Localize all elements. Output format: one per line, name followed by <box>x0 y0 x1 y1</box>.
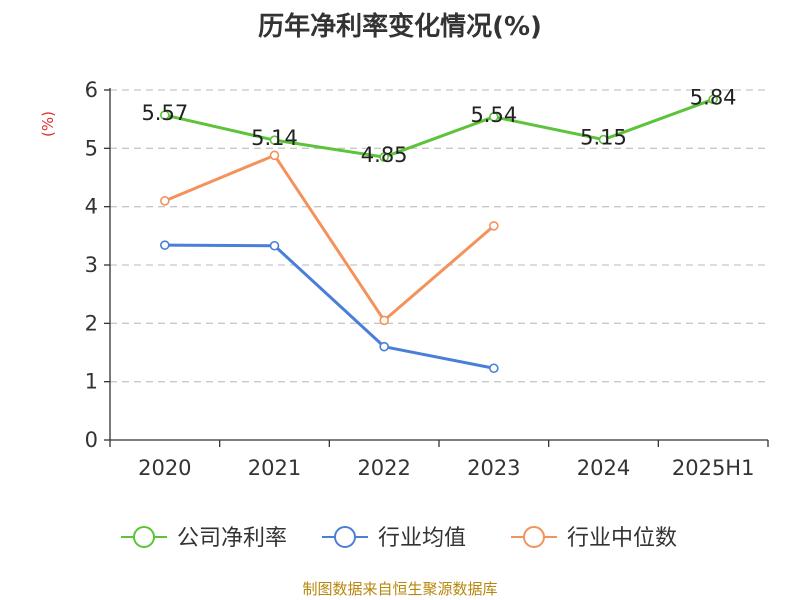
data-labels: 5.57 5.14 4.85 5.54 5.15 5.84 <box>141 85 736 167</box>
legend-swatch-marker <box>523 526 545 548</box>
data-point <box>489 363 499 374</box>
data-label: 5.57 <box>141 101 188 125</box>
data-point <box>269 150 280 161</box>
legend-label: 公司净利率 <box>177 526 287 551</box>
y-tick-label: 4 <box>85 195 98 219</box>
x-tick-label-2025H1: 2025H1 <box>672 456 755 480</box>
data-point <box>379 315 389 326</box>
x-tick-label-2023: 2023 <box>467 456 520 480</box>
data-point <box>598 134 609 145</box>
x-tick-label-2024: 2024 <box>577 456 630 480</box>
data-point <box>489 112 499 122</box>
data-point <box>379 152 389 162</box>
y-tick-label: 6 <box>85 78 98 102</box>
x-tick-label-2021: 2021 <box>248 456 301 480</box>
data-label: 5.14 <box>251 126 298 150</box>
y-axis-label: (%) <box>39 111 57 137</box>
legend-swatch-marker <box>334 526 356 548</box>
series-line-1 <box>164 243 495 370</box>
legend-item-0: 公司净利率 <box>121 526 287 551</box>
axes: 0 1 2 3 4 5 6 (%) 2020 2021 2022 2023 2024 2025H1 <box>39 78 769 480</box>
data-point <box>269 135 280 145</box>
gridlines <box>110 89 768 383</box>
y-tick-label: 3 <box>85 253 98 277</box>
y-tick-label: 1 <box>85 370 98 394</box>
data-label: 5.15 <box>580 126 627 150</box>
y-tick-label: 0 <box>85 428 98 452</box>
data-point <box>160 240 170 250</box>
legend-label: 行业中位数 <box>567 526 677 551</box>
source-note: 制图数据来自恒生聚源数据库 <box>302 580 498 598</box>
legend-item-2: 行业中位数 <box>511 526 677 551</box>
data-label: 5.54 <box>470 103 517 127</box>
data-point <box>160 110 170 120</box>
legend-item-1: 行业均值 <box>322 526 466 551</box>
data-point <box>160 196 170 206</box>
series-line-2 <box>164 153 495 322</box>
series-line-0 <box>164 97 714 159</box>
data-point <box>708 94 718 105</box>
x-tick-label-2020: 2020 <box>138 456 191 480</box>
legend: 公司净利率 行业均值 行业中位数 <box>121 526 677 551</box>
series-lines <box>160 94 718 374</box>
data-label: 5.84 <box>690 85 737 109</box>
chart-title: 历年净利率变化情况(%) <box>258 12 542 42</box>
data-label: 4.85 <box>361 143 408 167</box>
x-tick-label-2022: 2022 <box>357 456 410 480</box>
data-point <box>269 240 280 251</box>
legend-swatch-marker <box>133 526 155 548</box>
data-point <box>379 341 389 352</box>
y-tick-label: 2 <box>85 311 98 335</box>
data-point <box>489 221 499 231</box>
y-tick-label: 5 <box>85 136 98 160</box>
legend-label: 行业均值 <box>378 526 466 551</box>
